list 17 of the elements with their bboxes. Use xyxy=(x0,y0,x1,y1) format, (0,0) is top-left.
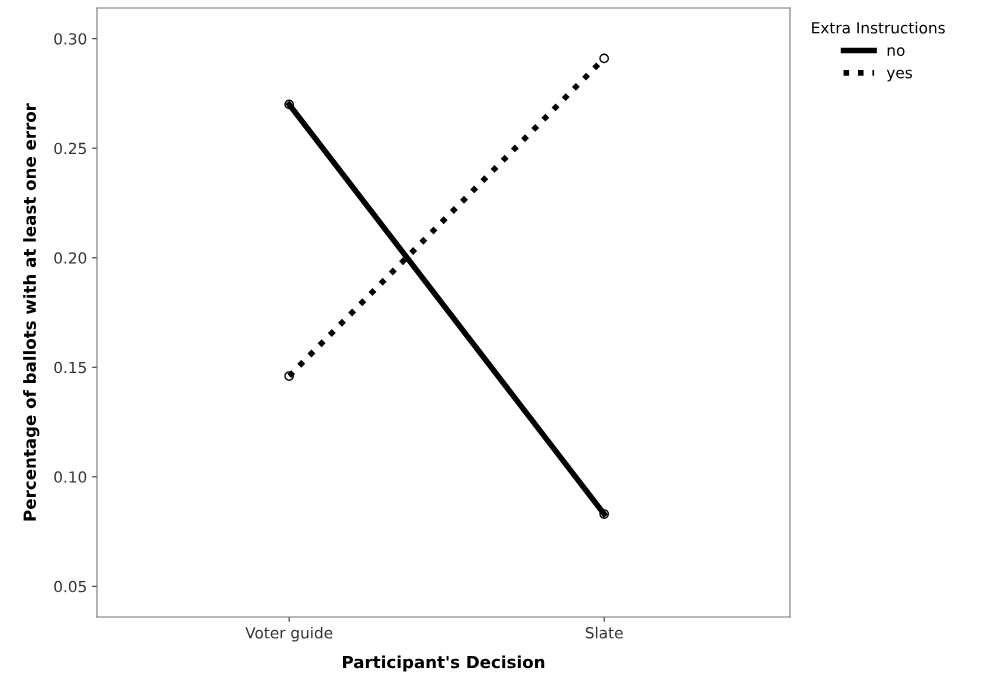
y-tick-label: 0.25 xyxy=(54,142,86,155)
y-tick-label: 0.10 xyxy=(54,471,87,483)
legend-label: no xyxy=(887,47,905,56)
y-axis-title: Percentage of ballots with at least one error xyxy=(23,103,40,521)
point xyxy=(599,53,610,64)
y-tick-label: 0.05 xyxy=(54,580,86,593)
x-tick-label: Voter guide xyxy=(245,626,333,642)
legend-label: yes xyxy=(886,69,912,82)
point xyxy=(284,99,295,110)
x-axis-title: Participant's Decision xyxy=(343,655,545,672)
y-tick-label: 0.20 xyxy=(54,252,87,264)
y-tick-label: 0.30 xyxy=(54,33,87,45)
x-tick-label: Slate xyxy=(585,626,623,639)
y-tick-label: 0.15 xyxy=(54,361,86,374)
legend-title: Extra Instructions xyxy=(812,21,945,34)
point xyxy=(284,371,295,381)
point xyxy=(599,509,610,519)
